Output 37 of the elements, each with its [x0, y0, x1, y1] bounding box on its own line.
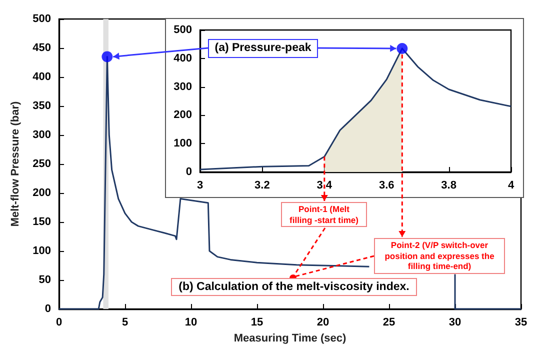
annotation: Point-1 (Melt filling -start time): [281, 202, 367, 228]
annotation: (b) Calculation of the melt-viscosity index.: [171, 278, 417, 296]
x-tick-label: 5: [122, 316, 128, 328]
x-tick-label: 3.6: [378, 180, 394, 192]
y-tick-label: 500: [32, 13, 51, 25]
y-tick-label: 400: [174, 52, 192, 64]
x-tick-label: 3.4: [316, 180, 333, 192]
y-tick-label: 100: [32, 245, 51, 257]
y-tick-label: 150: [32, 216, 51, 228]
x-tick-label: 15: [250, 316, 264, 328]
x-tick-label: 3: [196, 180, 204, 192]
y-tick-label: 500: [174, 24, 192, 36]
x-tick-label: 10: [184, 316, 198, 328]
y-tick-label: 300: [174, 80, 192, 93]
y-tick-label: 450: [32, 42, 51, 54]
y-tick-label: 100: [174, 138, 192, 150]
y-tick-label: 200: [174, 109, 192, 122]
x-tick-label: 3.8: [441, 180, 456, 192]
x-tick-label: 30: [448, 316, 462, 328]
x-tick-label: 3.2: [254, 180, 270, 192]
annotation: Point-2 (V/P switch-over position and expresses the filling time-end): [374, 238, 505, 274]
annotation: (a) Pressure-peak: [208, 39, 318, 58]
y-tick-label: 400: [32, 71, 51, 83]
y-tick-label: 0: [44, 303, 51, 315]
x-tick-label: 0: [56, 316, 62, 328]
x-tick-label: 4: [508, 180, 515, 192]
x-tick-label: 20: [316, 316, 330, 328]
y-tick-label: 200: [32, 187, 51, 199]
x-tick-label: 35: [514, 316, 528, 328]
y-axis-title: Melt-flow Pressure (bar): [10, 101, 22, 227]
y-tick-label: 350: [32, 100, 51, 112]
y-tick-label: 50: [38, 274, 51, 286]
x-tick-label: 25: [382, 316, 396, 328]
y-tick-label: 0: [186, 166, 192, 178]
y-tick-label: 300: [32, 129, 51, 141]
x-axis-title: Measuring Time (sec): [234, 332, 346, 344]
y-tick-label: 250: [32, 158, 51, 170]
